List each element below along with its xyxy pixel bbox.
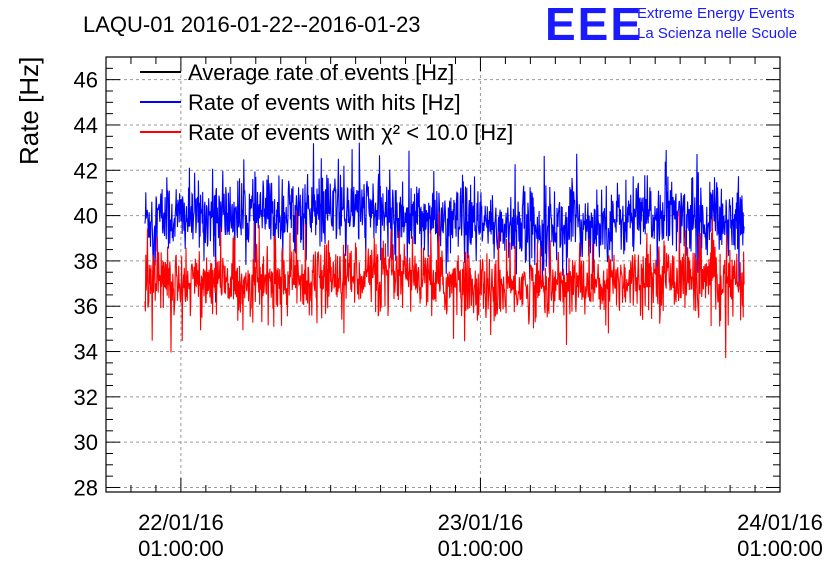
x-tick-label-1-time: 01:00:00 xyxy=(438,536,524,561)
y-tick-label-30: 30 xyxy=(74,430,98,455)
x-tick-label-2-time: 01:00:00 xyxy=(737,536,823,561)
y-tick-label-32: 32 xyxy=(74,385,98,410)
series-line-2 xyxy=(144,210,745,359)
y-tick-label-36: 36 xyxy=(74,294,98,319)
plot-frame xyxy=(105,56,781,493)
y-tick-label-40: 40 xyxy=(74,204,98,229)
brand-line-1: Extreme Energy Events xyxy=(637,5,795,22)
y-axis-label: Rate [Hz] xyxy=(14,57,44,165)
legend-label-1: Rate of events with hits [Hz] xyxy=(188,90,461,115)
brand-line-2: La Scienza nelle Scuole xyxy=(637,25,797,42)
legend: Average rate of events [Hz] Rate of event… xyxy=(140,60,513,145)
series-layer xyxy=(144,142,745,359)
x-tick-label-0-date: 22/01/16 xyxy=(138,510,224,535)
y-tick-label-34: 34 xyxy=(74,340,98,365)
series-line-1 xyxy=(144,142,745,303)
x-tick-label-1-date: 23/01/16 xyxy=(438,510,524,535)
y-tick-label-44: 44 xyxy=(74,113,98,138)
x-tick-label-0-time: 01:00:00 xyxy=(138,536,224,561)
eee-logo: EEE xyxy=(545,0,643,50)
axes: 2830323436384042444622/01/1601:00:0023/0… xyxy=(74,56,823,561)
chart-title: LAQU-01 2016-01-22--2016-01-23 xyxy=(83,12,421,37)
y-tick-label-42: 42 xyxy=(74,158,98,183)
legend-label-2: Rate of events with χ² < 10.0 [Hz] xyxy=(188,120,513,145)
legend-label-0: Average rate of events [Hz] xyxy=(188,60,454,85)
y-tick-label-38: 38 xyxy=(74,249,98,274)
x-tick-label-2-date: 24/01/16 xyxy=(737,510,823,535)
y-tick-label-28: 28 xyxy=(74,475,98,500)
eee-logo-text: EEE xyxy=(545,0,643,50)
y-tick-label-46: 46 xyxy=(74,68,98,93)
